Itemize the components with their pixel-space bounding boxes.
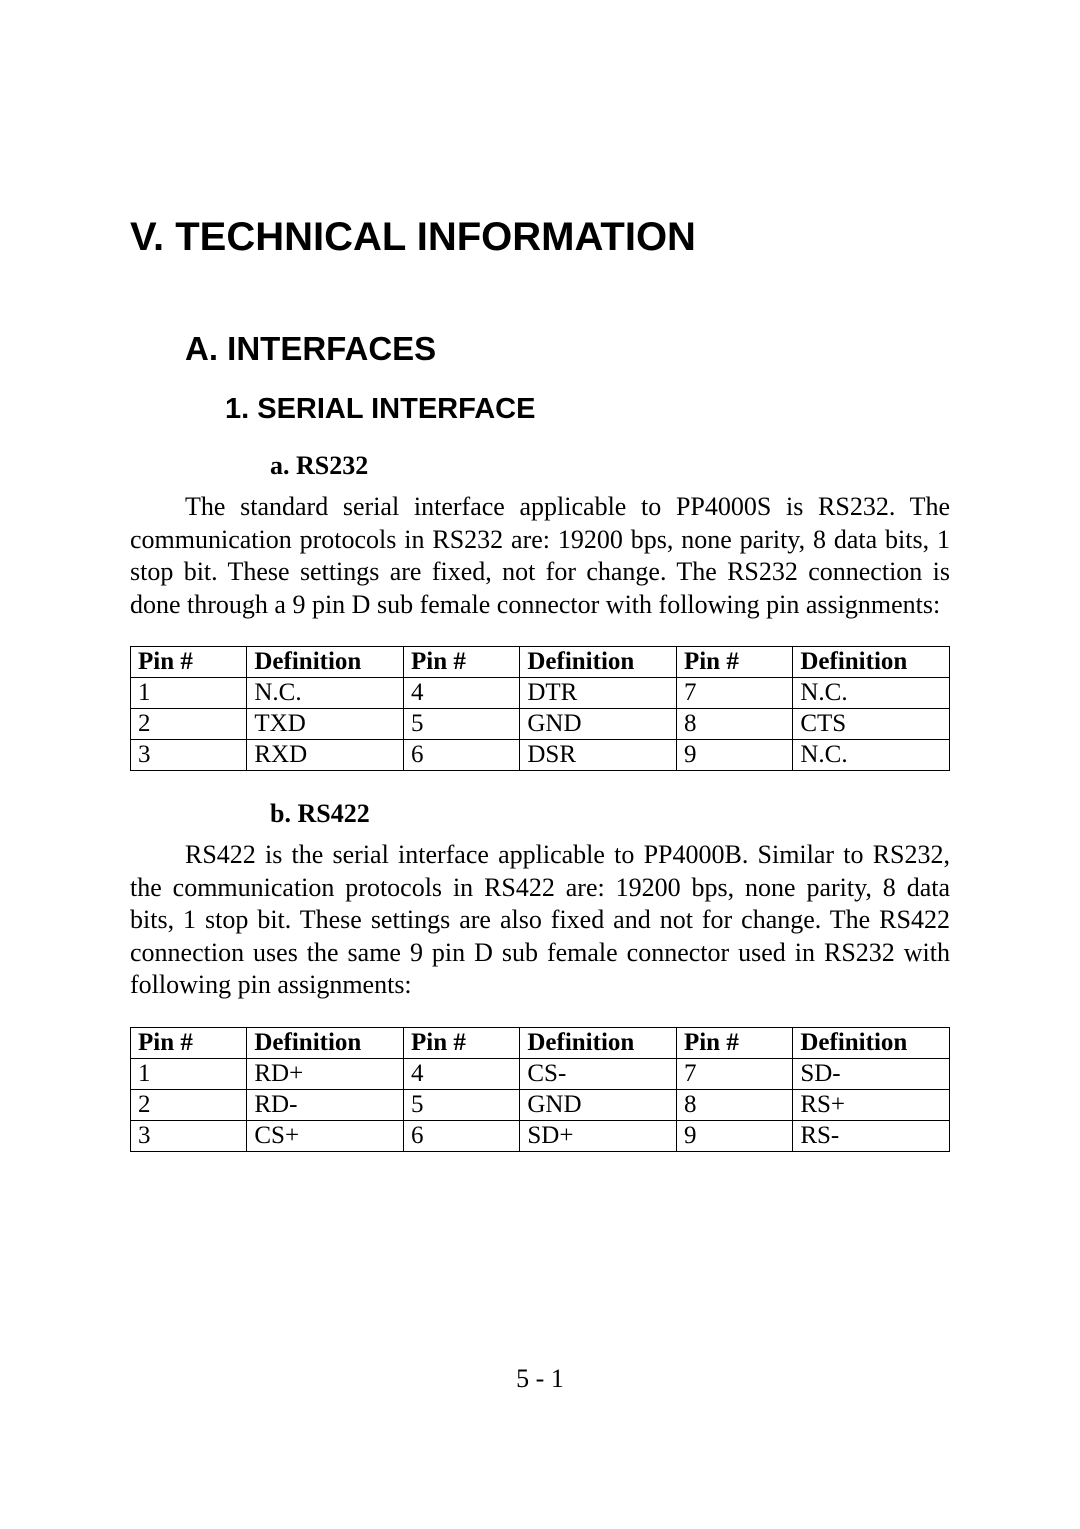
table-cell: 6 xyxy=(403,1120,519,1151)
table-cell: CTS xyxy=(793,709,950,740)
table-header: Pin # xyxy=(131,647,247,678)
table-header: Pin # xyxy=(131,1027,247,1058)
table-row: 3 RXD 6 DSR 9 N.C. xyxy=(131,740,950,771)
table-cell: RXD xyxy=(247,740,404,771)
table-cell: SD+ xyxy=(520,1120,677,1151)
table-header: Definition xyxy=(247,1027,404,1058)
table-row: 3 CS+ 6 SD+ 9 RS- xyxy=(131,1120,950,1151)
paragraph-rs232: The standard serial interface applicable… xyxy=(130,491,950,621)
page-number: 5 - 1 xyxy=(0,1364,1080,1394)
table-row: 1 N.C. 4 DTR 7 N.C. xyxy=(131,678,950,709)
table-header: Definition xyxy=(793,647,950,678)
table-row: 2 TXD 5 GND 8 CTS xyxy=(131,709,950,740)
heading-section: A. INTERFACES xyxy=(185,330,950,368)
table-cell: 4 xyxy=(403,678,519,709)
table-rs232: Pin # Definition Pin # Definition Pin # … xyxy=(130,646,950,771)
table-cell: DTR xyxy=(520,678,677,709)
table-cell: 4 xyxy=(403,1058,519,1089)
table-cell: N.C. xyxy=(793,740,950,771)
table-cell: 7 xyxy=(676,678,792,709)
table-cell: 3 xyxy=(131,1120,247,1151)
table-cell: GND xyxy=(520,1089,677,1120)
table-cell: 1 xyxy=(131,678,247,709)
heading-rs232: a. RS232 xyxy=(270,451,950,481)
table-cell: 1 xyxy=(131,1058,247,1089)
table-header: Definition xyxy=(793,1027,950,1058)
table-cell: 9 xyxy=(676,740,792,771)
table-cell: CS+ xyxy=(247,1120,404,1151)
table-header-row: Pin # Definition Pin # Definition Pin # … xyxy=(131,647,950,678)
table-cell: RD- xyxy=(247,1089,404,1120)
table-header: Pin # xyxy=(403,647,519,678)
table-header: Pin # xyxy=(676,647,792,678)
table-cell: DSR xyxy=(520,740,677,771)
table-cell: RS- xyxy=(793,1120,950,1151)
table-cell: RD+ xyxy=(247,1058,404,1089)
table-cell: 2 xyxy=(131,1089,247,1120)
heading-rs422: b. RS422 xyxy=(270,799,950,829)
heading-subsection: 1. SERIAL INTERFACE xyxy=(225,393,950,426)
table-cell: SD- xyxy=(793,1058,950,1089)
table-cell: N.C. xyxy=(247,678,404,709)
table-header-row: Pin # Definition Pin # Definition Pin # … xyxy=(131,1027,950,1058)
heading-chapter: V. TECHNICAL INFORMATION xyxy=(130,215,950,260)
table-cell: 3 xyxy=(131,740,247,771)
table-cell: 6 xyxy=(403,740,519,771)
table-cell: 5 xyxy=(403,709,519,740)
table-header: Pin # xyxy=(676,1027,792,1058)
table-cell: CS- xyxy=(520,1058,677,1089)
table-header: Definition xyxy=(247,647,404,678)
table-rs422: Pin # Definition Pin # Definition Pin # … xyxy=(130,1027,950,1152)
paragraph-rs422: RS422 is the serial interface applicable… xyxy=(130,839,950,1002)
table-cell: 2 xyxy=(131,709,247,740)
table-cell: 7 xyxy=(676,1058,792,1089)
table-cell: N.C. xyxy=(793,678,950,709)
table-cell: 8 xyxy=(676,1089,792,1120)
table-row: 2 RD- 5 GND 8 RS+ xyxy=(131,1089,950,1120)
table-cell: 5 xyxy=(403,1089,519,1120)
table-cell: 9 xyxy=(676,1120,792,1151)
table-cell: GND xyxy=(520,709,677,740)
table-cell: 8 xyxy=(676,709,792,740)
table-cell: TXD xyxy=(247,709,404,740)
table-header: Definition xyxy=(520,1027,677,1058)
table-cell: RS+ xyxy=(793,1089,950,1120)
table-header: Definition xyxy=(520,647,677,678)
table-row: 1 RD+ 4 CS- 7 SD- xyxy=(131,1058,950,1089)
table-header: Pin # xyxy=(403,1027,519,1058)
